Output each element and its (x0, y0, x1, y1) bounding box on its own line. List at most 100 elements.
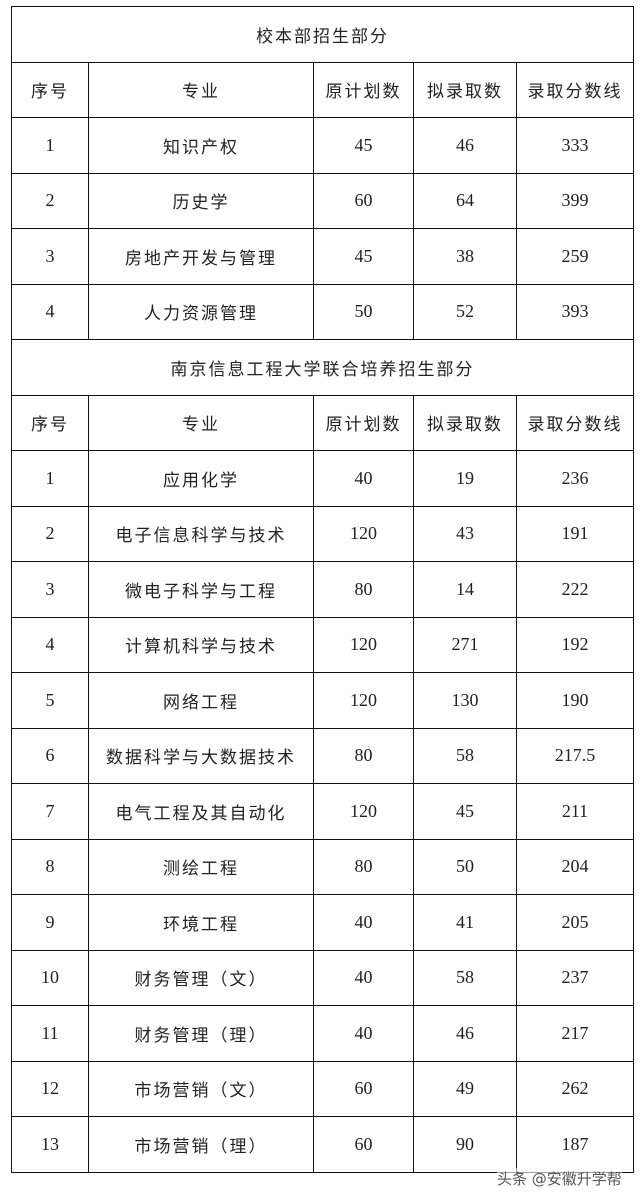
planned-count: 60 (313, 1116, 414, 1173)
cutoff-score: 204 (515, 838, 635, 895)
column-header: 序号 (11, 394, 89, 451)
major: 环境工程 (88, 894, 314, 951)
planned-count: 45 (313, 117, 414, 174)
planned-count: 120 (313, 505, 414, 562)
cutoff-score: 205 (515, 894, 635, 951)
planned-count: 80 (313, 561, 414, 618)
row-index: 5 (11, 672, 89, 729)
admitted-count: 41 (413, 894, 517, 951)
cutoff-score: 187 (515, 1116, 635, 1173)
major: 应用化学 (88, 450, 314, 507)
planned-count: 80 (313, 727, 414, 784)
row-index: 7 (11, 783, 89, 840)
major: 历史学 (88, 172, 314, 229)
admitted-count: 90 (413, 1116, 517, 1173)
table-row: 12 市场营销（文） 60 49 262 (11, 1060, 635, 1117)
planned-count: 50 (313, 283, 414, 340)
table-row: 7 电气工程及其自动化 120 45 211 (11, 783, 635, 840)
major: 知识产权 (88, 117, 314, 174)
admitted-count: 50 (413, 838, 517, 895)
cutoff-score: 393 (515, 283, 635, 340)
column-header: 录取分数线 (515, 394, 635, 451)
table-row: 1 应用化学 40 19 236 (11, 450, 635, 507)
admitted-count: 43 (413, 505, 517, 562)
column-header: 序号 (11, 61, 89, 118)
cutoff-score: 190 (515, 672, 635, 729)
cutoff-score: 192 (515, 616, 635, 673)
table-row: 3 微电子科学与工程 80 14 222 (11, 561, 635, 618)
admitted-count: 46 (413, 117, 517, 174)
admitted-count: 130 (413, 672, 517, 729)
header-row: 序号 专业 原计划数 拟录取数 录取分数线 (11, 394, 635, 451)
table-row: 2 电子信息科学与技术 120 43 191 (11, 505, 635, 562)
cutoff-score: 399 (515, 172, 635, 229)
table-row: 6 数据科学与大数据技术 80 58 217.5 (11, 727, 635, 784)
section-title-row: 校本部招生部分 (10, 6, 635, 63)
section-title: 南京信息工程大学联合培养招生部分 (10, 339, 635, 396)
cutoff-score: 259 (515, 228, 635, 285)
table-row: 10 财务管理（文） 40 58 237 (11, 949, 635, 1006)
cutoff-score: 333 (515, 117, 635, 174)
admitted-count: 14 (413, 561, 517, 618)
admitted-count: 45 (413, 783, 517, 840)
major: 计算机科学与技术 (88, 616, 314, 673)
table-row: 13 市场营销（理） 60 90 187 (11, 1116, 635, 1173)
major: 财务管理（文） (88, 949, 314, 1006)
planned-count: 120 (313, 672, 414, 729)
admitted-count: 271 (413, 616, 517, 673)
column-header: 拟录取数 (413, 394, 517, 451)
major: 财务管理（理） (88, 1005, 314, 1062)
column-header: 原计划数 (313, 61, 414, 118)
major: 电子信息科学与技术 (88, 505, 314, 562)
column-header: 专业 (88, 394, 314, 451)
major: 市场营销（文） (88, 1060, 314, 1117)
watermark: 头条 @安徽升学帮 (497, 1168, 622, 1189)
table-row: 4 计算机科学与技术 120 271 192 (11, 616, 635, 673)
row-index: 2 (11, 505, 89, 562)
header-row: 序号 专业 原计划数 拟录取数 录取分数线 (11, 61, 635, 118)
planned-count: 60 (313, 172, 414, 229)
table-row: 11 财务管理（理） 40 46 217 (11, 1005, 635, 1062)
row-index: 3 (11, 228, 89, 285)
admitted-count: 52 (413, 283, 517, 340)
row-index: 4 (11, 616, 89, 673)
column-header: 原计划数 (313, 394, 414, 451)
column-header: 专业 (88, 61, 314, 118)
cutoff-score: 222 (515, 561, 635, 618)
row-index: 9 (11, 894, 89, 951)
cutoff-score: 217 (515, 1005, 635, 1062)
major: 网络工程 (88, 672, 314, 729)
admission-table: 校本部招生部分 序号 专业 原计划数 拟录取数 录取分数线 1 知识产权 45 46 333 2 历史学… (10, 6, 635, 1173)
table-row: 3 房地产开发与管理 45 38 259 (11, 228, 635, 285)
row-index: 1 (11, 450, 89, 507)
planned-count: 40 (313, 450, 414, 507)
admitted-count: 38 (413, 228, 517, 285)
planned-count: 120 (313, 616, 414, 673)
major: 电气工程及其自动化 (88, 783, 314, 840)
row-index: 11 (11, 1005, 89, 1062)
major: 数据科学与大数据技术 (88, 727, 314, 784)
planned-count: 120 (313, 783, 414, 840)
table-row: 1 知识产权 45 46 333 (11, 117, 635, 174)
section-title: 校本部招生部分 (10, 6, 635, 63)
cutoff-score: 237 (515, 949, 635, 1006)
planned-count: 40 (313, 1005, 414, 1062)
row-index: 3 (11, 561, 89, 618)
admitted-count: 19 (413, 450, 517, 507)
major: 微电子科学与工程 (88, 561, 314, 618)
planned-count: 40 (313, 949, 414, 1006)
column-header: 拟录取数 (413, 61, 517, 118)
row-index: 8 (11, 838, 89, 895)
cutoff-score: 191 (515, 505, 635, 562)
column-header: 录取分数线 (515, 61, 635, 118)
admitted-count: 49 (413, 1060, 517, 1117)
row-index: 6 (11, 727, 89, 784)
section-title-row: 南京信息工程大学联合培养招生部分 (10, 339, 635, 396)
admitted-count: 58 (413, 949, 517, 1006)
table-row: 4 人力资源管理 50 52 393 (11, 283, 635, 340)
admitted-count: 46 (413, 1005, 517, 1062)
admitted-count: 64 (413, 172, 517, 229)
row-index: 13 (11, 1116, 89, 1173)
admitted-count: 58 (413, 727, 517, 784)
table-row: 9 环境工程 40 41 205 (11, 894, 635, 951)
